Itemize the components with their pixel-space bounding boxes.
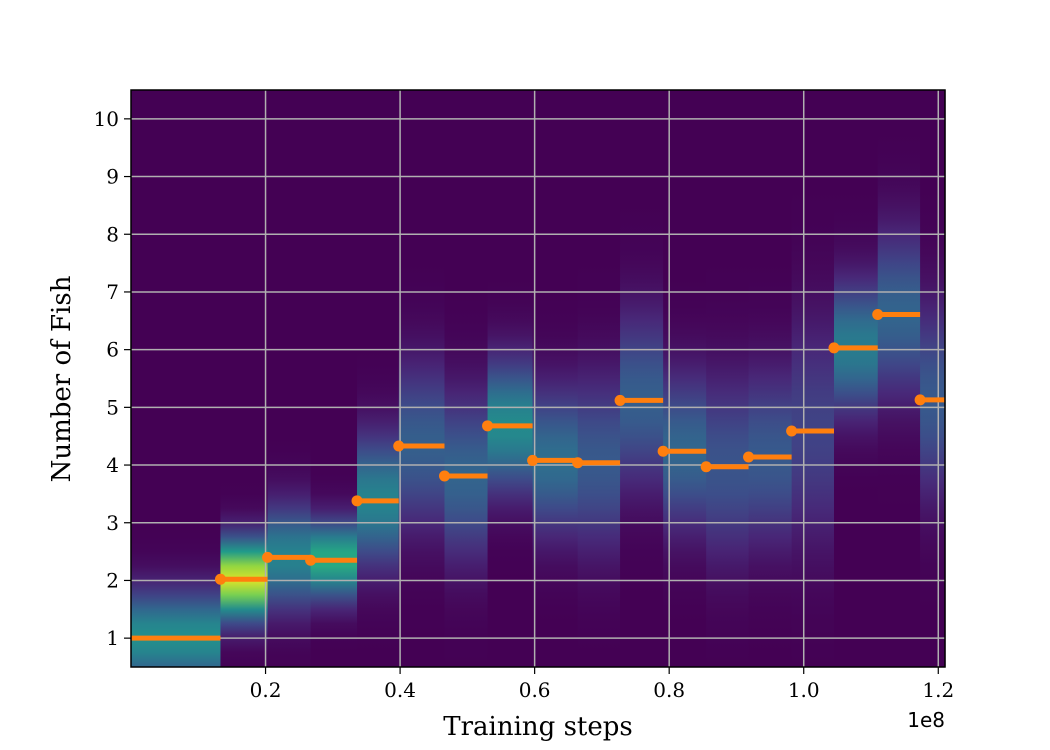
mean-point (438, 470, 450, 482)
mean-point (393, 440, 405, 452)
heatmap-column (748, 90, 793, 667)
y-tick-label: 7 (106, 280, 119, 304)
plot-frame (130, 89, 946, 668)
y-tick-label: 6 (106, 338, 119, 362)
heatmap-column (577, 90, 621, 667)
y-tick-label: 8 (106, 222, 119, 246)
heatmap-column (532, 90, 579, 667)
y-axis-ticks: 1 2 3 4 5 6 7 8 9 10 (94, 107, 131, 650)
heatmap-column (310, 90, 358, 667)
mean-point (700, 461, 712, 473)
heatmap-column (398, 90, 446, 667)
mean-markers-layer (131, 308, 945, 641)
y-tick-label: 10 (94, 107, 119, 131)
mean-point (614, 394, 626, 406)
mean-point (872, 308, 884, 320)
mean-point (305, 554, 317, 566)
mean-point (743, 451, 755, 463)
heatmap-column (444, 90, 489, 667)
heatmap-column (131, 90, 222, 667)
heatmap-column (877, 90, 921, 667)
mean-point (214, 573, 226, 585)
y-tick-label: 2 (106, 568, 119, 592)
y-tick-label: 9 (106, 165, 119, 189)
mean-point (914, 394, 926, 406)
mean-point (572, 457, 584, 469)
mean-point (482, 420, 494, 432)
x-axis-label: Training steps (443, 712, 632, 742)
heatmap-column (834, 90, 879, 667)
x-axis-offset-label: 1e8 (907, 708, 945, 732)
x-tick-label: 0.8 (653, 678, 685, 702)
heatmap-layer (131, 90, 946, 667)
heatmap-column (267, 90, 312, 667)
mean-point (262, 551, 274, 563)
x-tick-label: 1.2 (922, 678, 954, 702)
mean-point (786, 425, 798, 437)
mean-point (657, 445, 669, 457)
y-tick-label: 4 (106, 453, 119, 477)
y-tick-label: 1 (106, 626, 119, 650)
heatmap-column (663, 90, 707, 667)
heatmap-column (357, 90, 400, 667)
heatmap-column (620, 90, 664, 667)
y-tick-label: 3 (106, 511, 119, 535)
heatmap-column (220, 90, 269, 667)
x-tick-label: 0.4 (384, 678, 416, 702)
heatmap-column (791, 90, 835, 667)
heatmap-column (920, 90, 946, 667)
y-tick-label: 5 (106, 395, 119, 419)
heatmap-column (487, 90, 534, 667)
mean-point (351, 495, 363, 507)
x-axis-ticks: 0.2 0.4 0.6 0.8 1.0 1.2 (250, 667, 954, 702)
heatmap-column (706, 90, 750, 667)
y-axis-label: Number of Fish (47, 275, 77, 482)
mean-point (828, 342, 840, 354)
x-tick-label: 0.6 (519, 678, 551, 702)
x-tick-label: 1.0 (788, 678, 820, 702)
x-tick-label: 0.2 (250, 678, 282, 702)
mean-point (527, 454, 539, 466)
